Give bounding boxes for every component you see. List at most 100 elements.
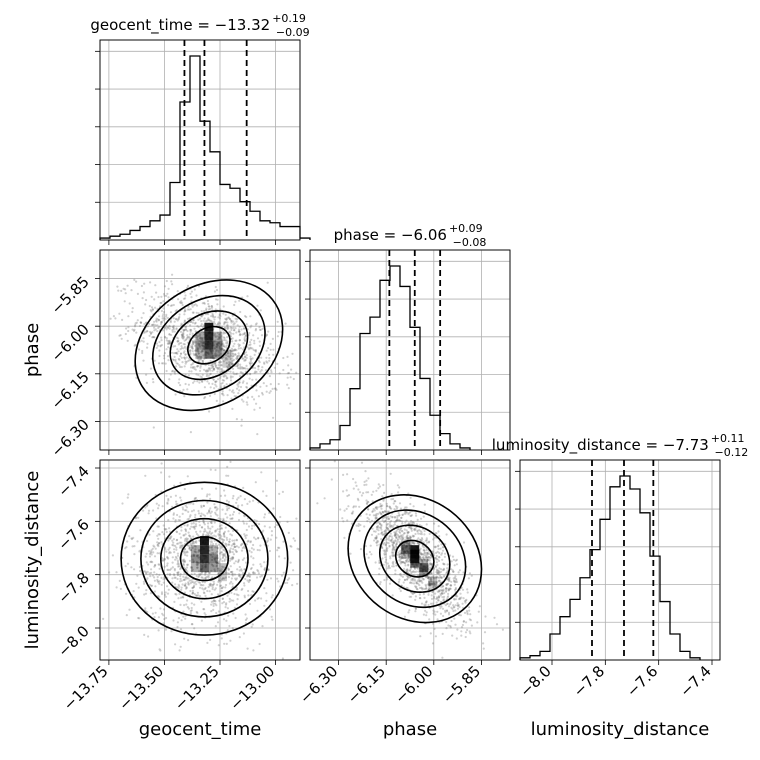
scatter-point [409,510,412,514]
scatter-point [198,549,201,552]
scatter-point [222,349,226,352]
scatter-point [446,596,449,599]
scatter-point [179,536,182,539]
scatter-point [144,592,148,595]
scatter-point [277,546,280,549]
scatter-point [145,373,148,376]
scatter-point [241,572,245,575]
scatter-point [194,352,197,355]
scatter-point [186,563,189,566]
scatter-point [186,334,189,337]
scatter-point [230,591,233,594]
scatter-point [239,347,242,350]
scatter-point [192,319,195,322]
scatter-point [452,604,455,607]
scatter-point [144,607,147,610]
scatter-point [154,585,157,588]
scatter-point [215,353,218,356]
scatter-point [204,594,207,598]
density-cell [213,331,223,341]
scatter-point [180,588,183,592]
scatter-point [181,333,185,336]
scatter-point [407,522,410,525]
scatter-point [428,562,431,566]
scatter-point [250,625,253,628]
scatter-point [258,344,261,347]
scatter-point [191,347,194,350]
scatter-point [144,331,147,334]
scatter-point [228,507,231,510]
scatter-point [255,378,258,381]
scatter-point [210,305,213,308]
scatter-point [188,547,191,550]
scatter-point [180,586,183,589]
density-cell [208,554,218,564]
scatter-point [400,516,403,520]
x-axis-title-phase: phase [383,719,437,740]
scatter-point [265,390,268,393]
scatter-point [205,375,208,378]
scatter-point [145,552,148,555]
scatter-point [208,493,211,496]
scatter-point [203,608,206,611]
scatter-point [409,567,412,570]
density-cell [199,554,209,564]
scatter-point [186,518,189,521]
scatter-point [177,339,180,342]
scatter-point [229,533,232,536]
scatter-point [384,561,387,564]
scatter-point [125,614,128,617]
panel-border [99,459,301,661]
scatter-point [397,580,400,584]
scatter-point [398,554,401,557]
scatter-point [386,547,389,550]
scatter-point [357,524,360,528]
scatter-point [246,579,249,582]
scatter-point [180,619,183,622]
scatter-point [243,557,246,560]
scatter-point [197,534,200,537]
scatter-point [193,582,196,585]
scatter-point [441,607,445,610]
scatter-point [228,538,231,541]
scatter-point [131,545,134,548]
scatter-point [133,596,136,599]
scatter-point [159,649,162,652]
scatter-point [398,553,401,556]
scatter-point [371,510,374,513]
scatter-point [172,513,175,516]
scatter-point [222,532,225,535]
scatter-point [226,516,229,519]
scatter-point [250,384,253,387]
scatter-point [198,520,201,523]
scatter-point [183,584,186,587]
scatter-point [448,576,451,579]
scatter-point [424,601,428,604]
scatter-point [157,318,161,321]
scatter-point [380,538,383,541]
scatter-point [147,512,150,515]
scatter-point [179,645,182,648]
scatter-point [385,526,388,529]
scatter-point [201,526,204,529]
scatter-point [484,615,487,618]
scatter-point [216,546,219,549]
scatter-point [205,369,208,372]
scatter-point [154,563,157,567]
scatter-point [183,604,186,607]
scatter-point [376,539,379,542]
scatter-point [207,522,210,525]
scatter-point [229,570,232,574]
scatter-point [210,593,213,596]
scatter-point [250,338,253,341]
scatter-point [194,349,197,352]
scatter-point [220,545,223,548]
scatter-point [211,365,215,368]
scatter-point [238,574,241,577]
scatter-point [407,563,410,566]
scatter-point [168,339,171,342]
scatter-point [245,386,249,389]
scatter-point [193,288,196,291]
scatter-point [446,602,449,605]
scatter-point [184,582,187,585]
